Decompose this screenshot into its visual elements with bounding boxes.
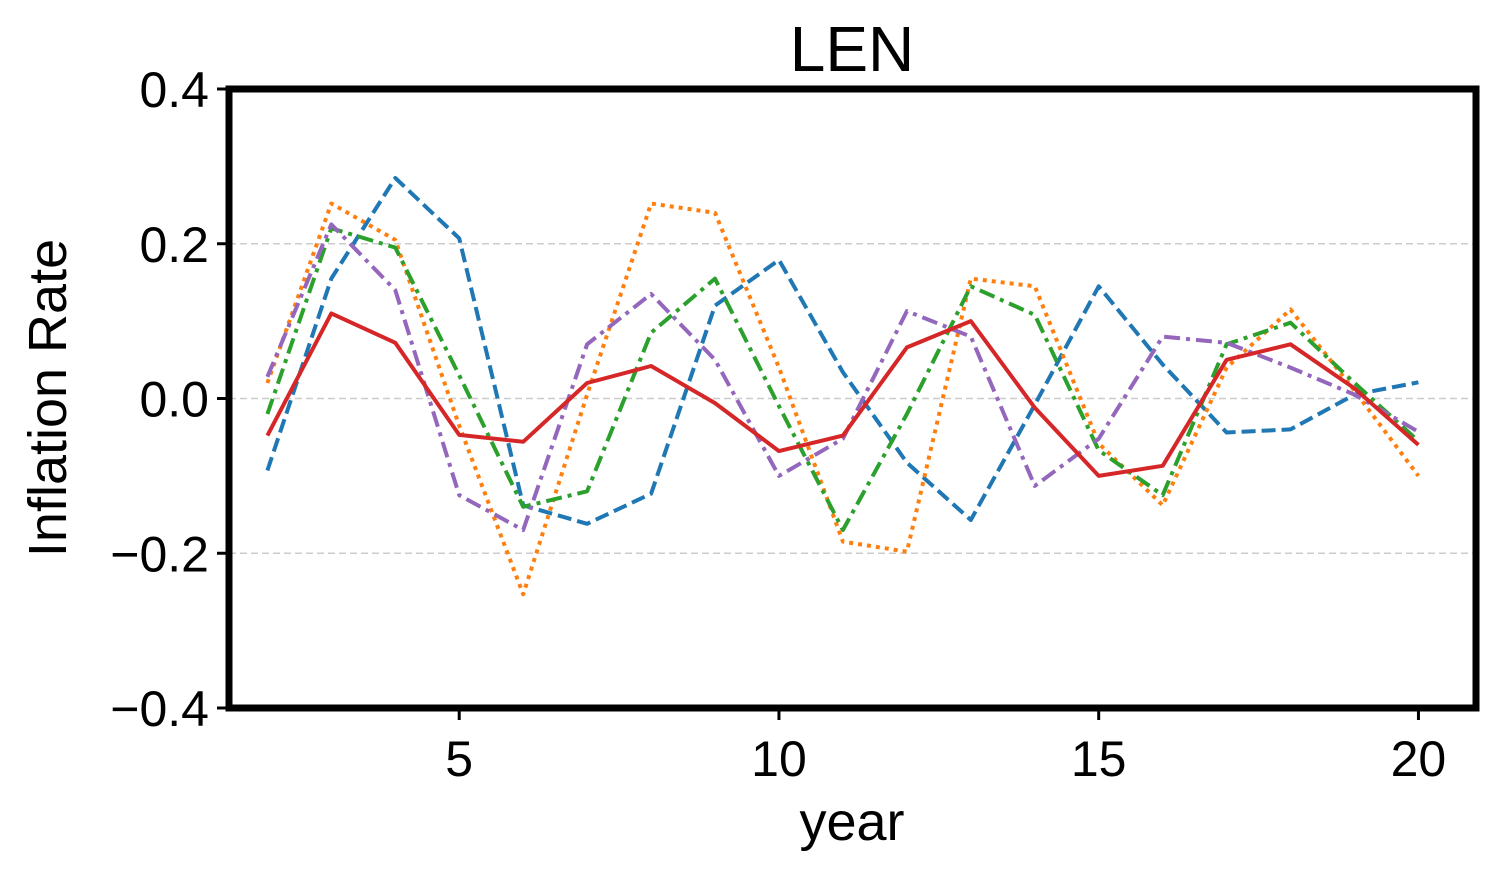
x-tick-label: 20 bbox=[1391, 731, 1447, 787]
series-line-3 bbox=[265, 226, 1420, 532]
y-tick-label: 0.2 bbox=[139, 217, 209, 273]
grid-lines bbox=[229, 242, 1476, 555]
series-line-2 bbox=[265, 201, 1420, 597]
y-tick-label: −0.4 bbox=[110, 681, 209, 737]
x-tick-label: 15 bbox=[1071, 731, 1127, 787]
chart-title: LEN bbox=[790, 13, 915, 85]
series-line-5 bbox=[265, 311, 1420, 478]
y-axis-ticks: −0.4 −0.2 0.0 0.2 0.4 bbox=[110, 62, 229, 737]
y-tick-label: 0.4 bbox=[139, 62, 209, 118]
x-tick-label: 10 bbox=[751, 731, 807, 787]
series-line-1 bbox=[265, 176, 1419, 526]
x-axis-label: year bbox=[799, 792, 904, 852]
x-axis-ticks: 5 10 15 20 bbox=[445, 708, 1446, 787]
series-lines bbox=[265, 176, 1420, 597]
y-axis-label: Inflation Rate bbox=[18, 239, 78, 557]
series-line-4 bbox=[265, 222, 1420, 532]
x-tick-label: 5 bbox=[445, 731, 473, 787]
y-tick-label: −0.2 bbox=[110, 526, 209, 582]
y-tick-label: 0.0 bbox=[139, 372, 209, 428]
